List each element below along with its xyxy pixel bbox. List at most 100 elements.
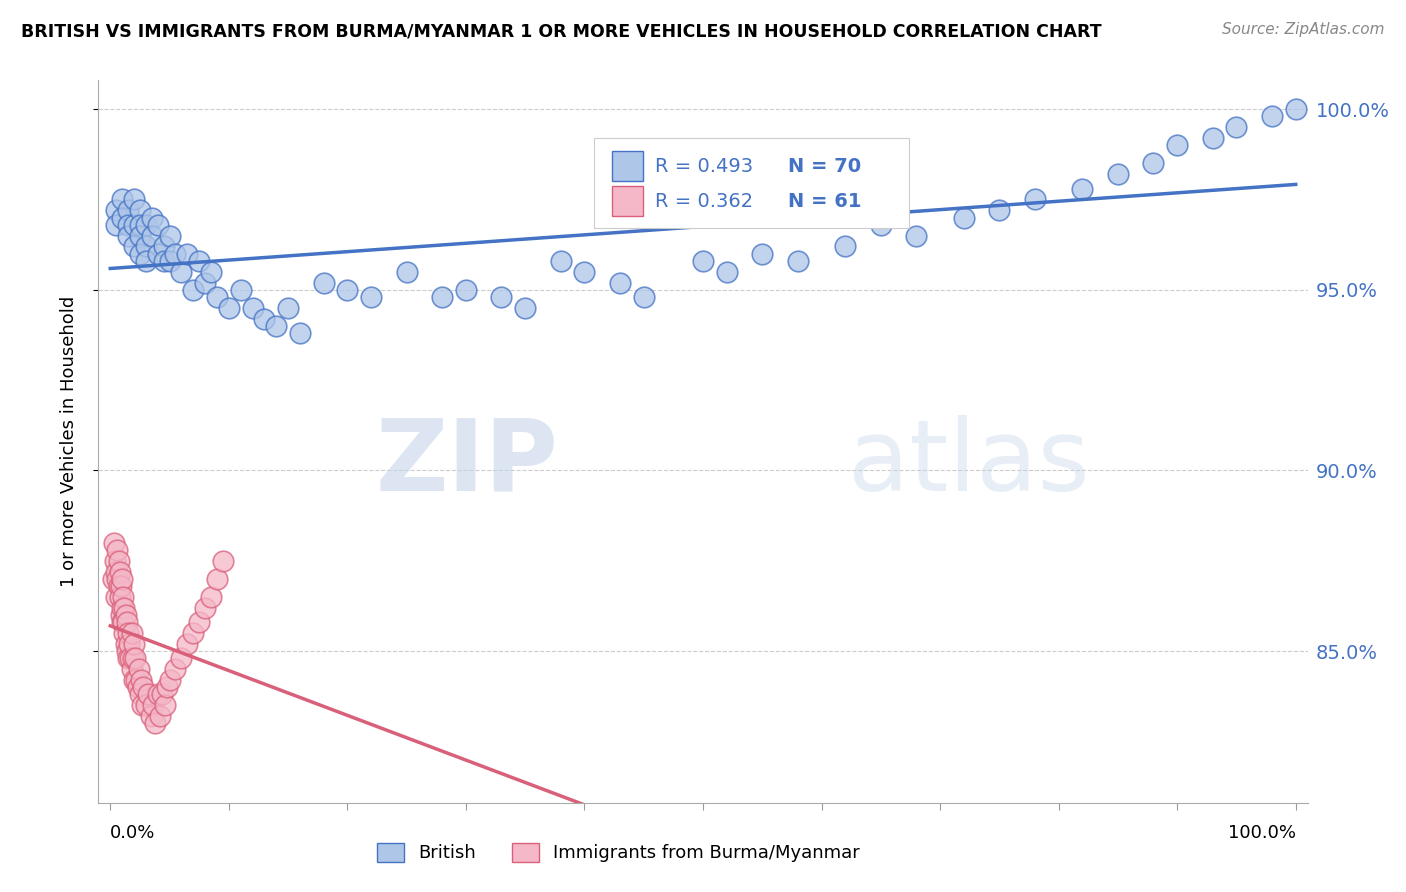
Point xyxy=(550,254,572,268)
Point xyxy=(115,615,138,630)
Point xyxy=(121,626,143,640)
Point xyxy=(1225,120,1247,135)
Point xyxy=(905,228,928,243)
Point xyxy=(194,600,217,615)
Point xyxy=(112,615,135,630)
Point xyxy=(165,662,187,676)
Point xyxy=(141,211,163,225)
Point xyxy=(786,254,808,268)
Text: N = 70: N = 70 xyxy=(787,157,860,176)
Point xyxy=(122,218,145,232)
Point xyxy=(751,246,773,260)
Point xyxy=(111,600,134,615)
Point xyxy=(205,572,228,586)
Point xyxy=(188,254,211,268)
Point xyxy=(242,301,264,315)
Point xyxy=(124,651,146,665)
Legend: British, Immigrants from Burma/Myanmar: British, Immigrants from Burma/Myanmar xyxy=(377,843,860,863)
Point xyxy=(159,673,181,687)
Text: N = 61: N = 61 xyxy=(787,192,860,211)
Point xyxy=(122,637,145,651)
Point xyxy=(869,218,891,232)
Point xyxy=(114,607,136,622)
Text: R = 0.493: R = 0.493 xyxy=(655,157,752,176)
Point xyxy=(135,698,157,713)
Point xyxy=(128,662,150,676)
Point xyxy=(108,590,131,604)
Point xyxy=(121,651,143,665)
Point xyxy=(264,318,287,333)
Point xyxy=(114,626,136,640)
Point xyxy=(212,554,235,568)
Point xyxy=(1107,167,1129,181)
Point xyxy=(120,651,142,665)
Point xyxy=(117,626,139,640)
Point xyxy=(165,246,187,260)
Point xyxy=(105,590,128,604)
Point xyxy=(108,565,131,579)
Point xyxy=(110,579,132,593)
Point xyxy=(117,651,139,665)
Point xyxy=(312,276,335,290)
Text: Source: ZipAtlas.com: Source: ZipAtlas.com xyxy=(1222,22,1385,37)
Point xyxy=(181,283,204,297)
Point xyxy=(105,218,128,232)
Point xyxy=(218,301,240,315)
Point xyxy=(115,644,138,658)
Point xyxy=(136,688,159,702)
Point xyxy=(114,600,136,615)
Point xyxy=(988,203,1011,218)
FancyBboxPatch shape xyxy=(613,151,643,181)
Point xyxy=(105,203,128,218)
Point xyxy=(152,239,174,253)
Point xyxy=(131,698,153,713)
Point xyxy=(129,203,152,218)
Point xyxy=(692,254,714,268)
Point xyxy=(181,626,204,640)
Point xyxy=(200,265,222,279)
Point xyxy=(205,290,228,304)
Point xyxy=(159,254,181,268)
Point xyxy=(117,203,139,218)
Point xyxy=(146,688,169,702)
Point xyxy=(118,637,141,651)
Point xyxy=(110,607,132,622)
Point xyxy=(834,239,856,253)
Point xyxy=(129,218,152,232)
Point xyxy=(129,228,152,243)
Point xyxy=(454,283,477,297)
Text: R = 0.362: R = 0.362 xyxy=(655,192,752,211)
Point xyxy=(146,218,169,232)
Point xyxy=(574,265,596,279)
Point xyxy=(117,228,139,243)
Point xyxy=(170,651,193,665)
Point xyxy=(103,535,125,549)
Point xyxy=(111,211,134,225)
Point xyxy=(188,615,211,630)
Point xyxy=(117,218,139,232)
Point xyxy=(135,239,157,253)
Text: 0.0%: 0.0% xyxy=(110,824,156,842)
Text: 100.0%: 100.0% xyxy=(1227,824,1296,842)
Point xyxy=(491,290,513,304)
Point xyxy=(132,680,155,694)
Y-axis label: 1 or more Vehicles in Household: 1 or more Vehicles in Household xyxy=(59,296,77,587)
FancyBboxPatch shape xyxy=(595,138,908,228)
Point xyxy=(122,193,145,207)
Point xyxy=(107,579,129,593)
Point xyxy=(1285,102,1308,116)
Point xyxy=(149,709,172,723)
Text: atlas: atlas xyxy=(848,415,1090,512)
Point xyxy=(1142,156,1164,170)
FancyBboxPatch shape xyxy=(613,186,643,216)
Point xyxy=(288,326,311,341)
Point xyxy=(277,301,299,315)
Point xyxy=(1071,182,1094,196)
Point xyxy=(111,615,134,630)
Point xyxy=(609,276,631,290)
Point xyxy=(716,265,738,279)
Point xyxy=(633,290,655,304)
Point xyxy=(141,228,163,243)
Point xyxy=(432,290,454,304)
Point xyxy=(152,688,174,702)
